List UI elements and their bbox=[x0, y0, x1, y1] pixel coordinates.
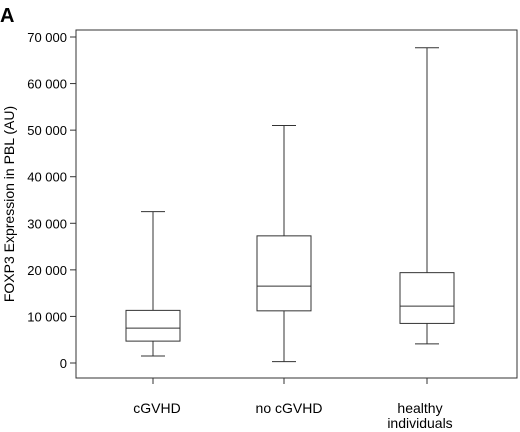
iqr-box bbox=[125, 309, 181, 342]
y-tick-label: 40 000 bbox=[27, 170, 67, 185]
category-label: healthy individuals bbox=[387, 400, 452, 431]
y-axis-ticks: 0 10 000 20 000 30 000 40 000 50 000 60 000 70 … bbox=[27, 30, 76, 371]
category-labels: cGVHD no cGVHD healthy individuals bbox=[133, 400, 452, 431]
y-tick-label: 60 000 bbox=[27, 77, 67, 92]
box-series bbox=[125, 47, 455, 384]
category-label: cGVHD bbox=[133, 400, 180, 416]
panel-label: A bbox=[0, 5, 14, 27]
category-label: no cGVHD bbox=[256, 400, 323, 416]
iqr-box bbox=[399, 272, 455, 324]
y-tick-label: 20 000 bbox=[27, 263, 67, 278]
plot-frame bbox=[75, 29, 518, 379]
y-tick-label: 30 000 bbox=[27, 216, 67, 231]
y-tick-label: 50 000 bbox=[27, 123, 67, 138]
y-tick-label: 10 000 bbox=[27, 309, 67, 324]
box-2 bbox=[256, 124, 312, 384]
box-1 bbox=[125, 211, 181, 384]
iqr-box bbox=[256, 235, 312, 312]
y-tick-label: 70 000 bbox=[27, 30, 67, 45]
box-3 bbox=[399, 47, 455, 384]
y-tick-label: 0 bbox=[60, 356, 67, 371]
y-axis-label: FOXP3 Expression in PBL (AU) bbox=[1, 106, 17, 302]
